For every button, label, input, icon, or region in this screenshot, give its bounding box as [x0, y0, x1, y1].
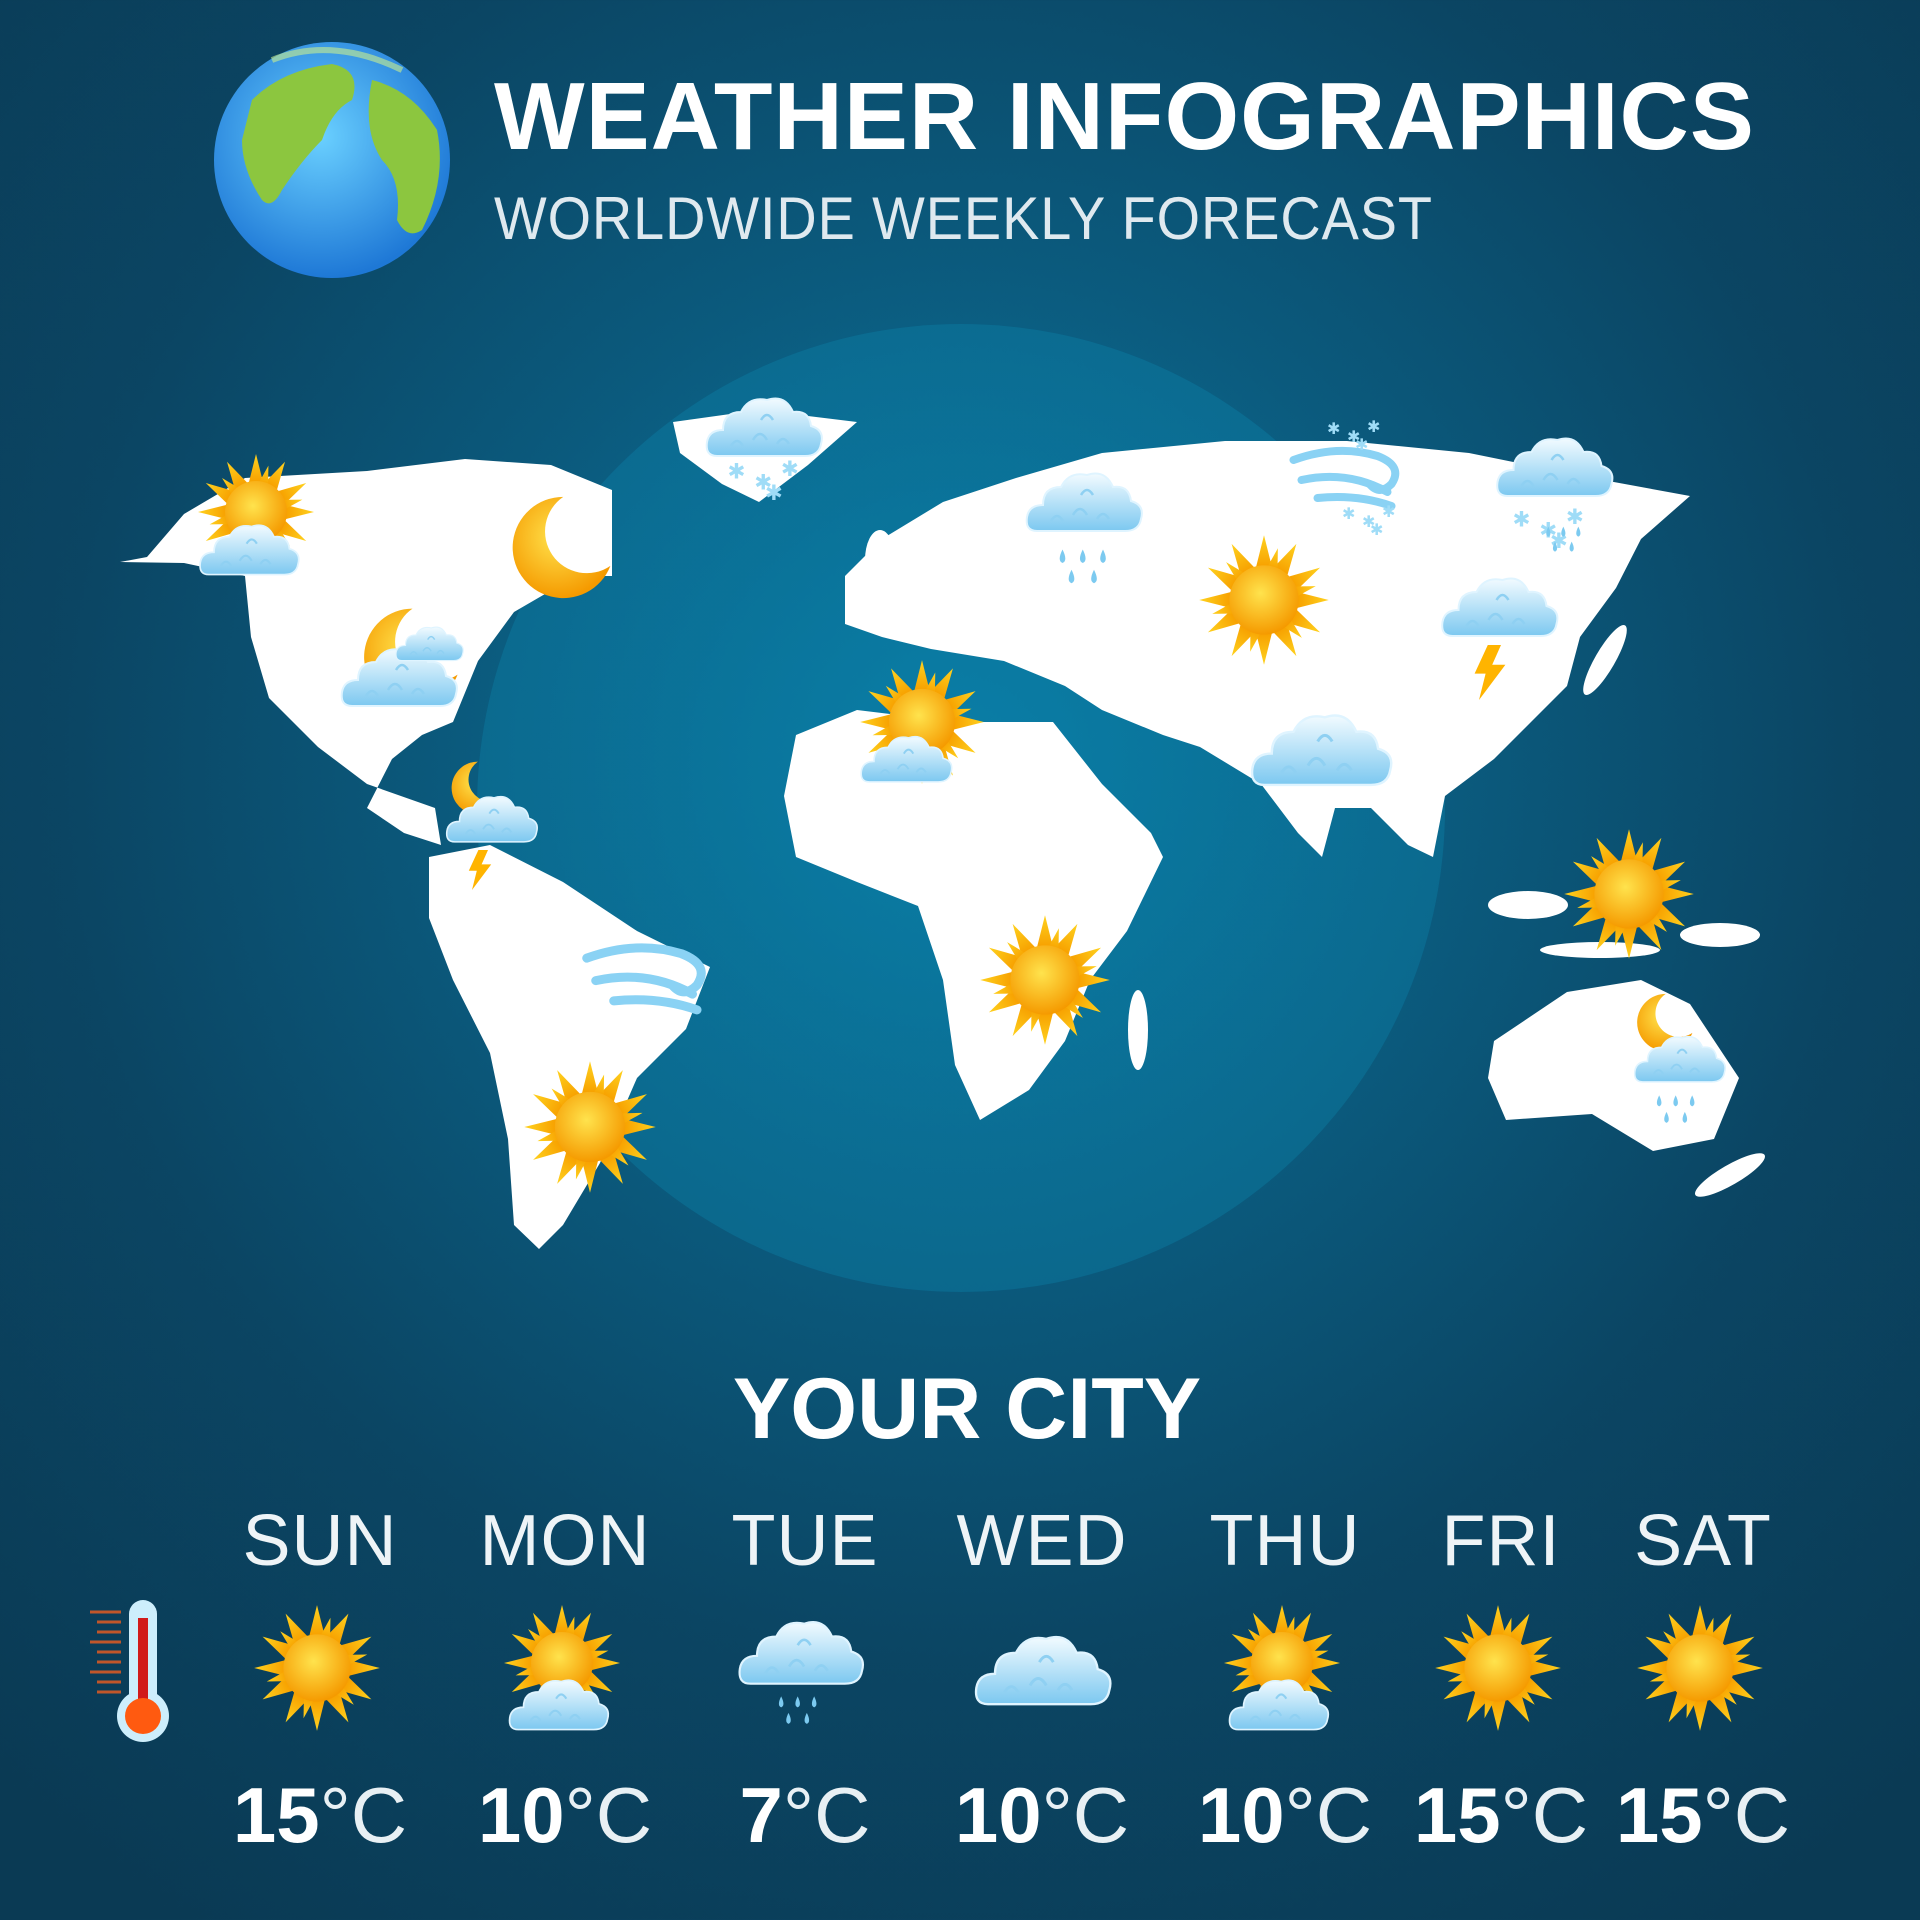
island-japan — [1583, 625, 1627, 695]
continent-australia — [1488, 980, 1739, 1151]
world-map — [198, 324, 1765, 1292]
temperature-unit: °C — [319, 1771, 408, 1859]
thermometer-icon — [90, 1600, 169, 1742]
page-title: WEATHER INFOGRAPHICS — [494, 63, 1755, 170]
temperature-unit: °C — [782, 1771, 871, 1859]
city-name: YOUR CITY — [732, 1361, 1202, 1457]
earth-globe-icon — [214, 42, 450, 278]
day-temperature: 10°C — [1165, 1770, 1405, 1861]
weather-sun-icon — [1637, 1605, 1763, 1731]
weather-sun-cloud-icon — [504, 1605, 620, 1731]
day-name: SAT — [1634, 1501, 1772, 1581]
temperature-value: 10 — [1197, 1771, 1285, 1859]
temperature-value: 7 — [739, 1771, 783, 1859]
temperature-unit: °C — [1041, 1771, 1130, 1859]
day-temperature: 10°C — [922, 1770, 1162, 1861]
weather-sun-icon — [1435, 1605, 1561, 1731]
day-name: TUE — [731, 1501, 879, 1581]
island-new-zealand — [1695, 1153, 1765, 1197]
map-icon-sun-cloud[interactable] — [198, 454, 314, 577]
island-borneo — [1488, 891, 1568, 919]
day-name: MON — [479, 1501, 651, 1581]
map-icon-sun[interactable] — [1564, 829, 1694, 959]
day-temperature: 10°C — [445, 1770, 685, 1861]
day-temperature: 7°C — [685, 1770, 925, 1861]
day-temperature: 15°C — [1583, 1770, 1823, 1861]
weather-cloud-rain-icon — [738, 1620, 865, 1724]
temperature-value: 15 — [1615, 1771, 1703, 1859]
island-new-guinea — [1680, 923, 1760, 947]
weather-cloud-icon — [974, 1635, 1112, 1706]
temperature-value: 10 — [954, 1771, 1042, 1859]
temperature-unit: °C — [1702, 1771, 1791, 1859]
weather-sun-icon — [254, 1605, 380, 1731]
day-name: SUN — [242, 1501, 398, 1581]
temperature-value: 15 — [1413, 1771, 1501, 1859]
temperature-value: 15 — [232, 1771, 320, 1859]
temperature-value: 10 — [477, 1771, 565, 1859]
temperature-unit: °C — [1284, 1771, 1373, 1859]
island-britain — [865, 530, 895, 590]
day-name: THU — [1209, 1501, 1361, 1581]
day-temperature: 15°C — [1381, 1770, 1621, 1861]
page-subtitle: WORLDWIDE WEEKLY FORECAST — [494, 185, 1433, 252]
temperature-unit: °C — [564, 1771, 653, 1859]
day-name: WED — [956, 1501, 1128, 1581]
island-madagascar — [1128, 990, 1148, 1070]
day-temperature: 15°C — [200, 1770, 440, 1861]
weather-sun-cloud-icon — [1224, 1605, 1340, 1731]
temperature-unit: °C — [1500, 1771, 1589, 1859]
day-name: FRI — [1441, 1501, 1561, 1581]
